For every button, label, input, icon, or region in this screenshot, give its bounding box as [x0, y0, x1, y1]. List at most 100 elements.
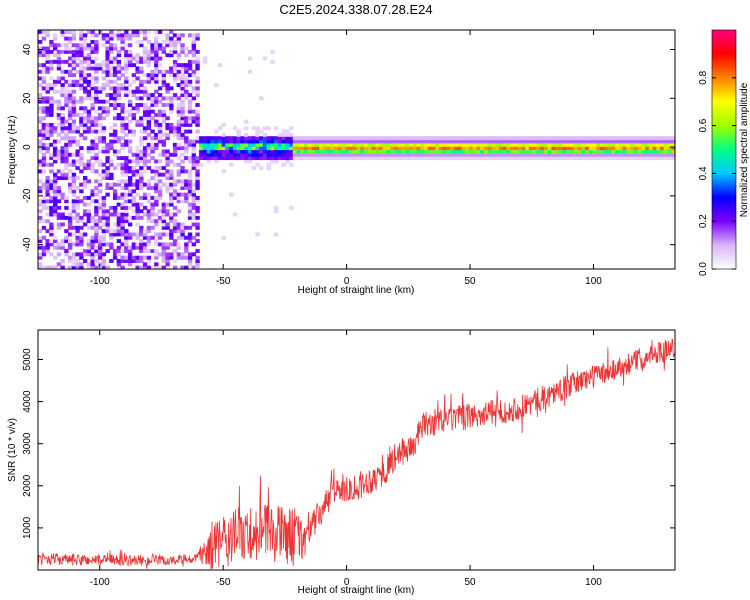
heatmap-cell	[142, 146, 148, 151]
heatmap-cell	[367, 152, 373, 157]
heatmap-cell	[270, 139, 275, 144]
heatmap-cell	[60, 49, 65, 54]
heatmap-cell	[56, 63, 62, 68]
heatmap-cell	[146, 255, 152, 260]
heatmap-cell	[60, 43, 65, 48]
heatmap-cell	[45, 129, 50, 134]
heatmap-cell	[120, 249, 125, 253]
heatmap-cell	[49, 242, 54, 247]
heatmap-cell	[566, 149, 571, 154]
heatmap-cell	[109, 86, 114, 91]
heatmap-cell	[270, 152, 275, 157]
heatmap-cell	[172, 49, 178, 54]
heatmap-cell	[652, 152, 657, 157]
heatmap-cell	[304, 146, 309, 151]
heatmap-cell	[375, 136, 380, 141]
heatmap-cell	[86, 146, 92, 151]
heatmap-cell	[154, 53, 159, 58]
heatmap-cell	[49, 222, 54, 227]
heatmap-cell	[491, 156, 496, 161]
heatmap-cell	[150, 129, 155, 134]
heatmap-cell	[191, 119, 196, 124]
heatmap-cell	[184, 265, 189, 270]
heatmap-cell	[139, 142, 144, 147]
heatmap-cell	[671, 142, 676, 147]
heatmap-cell	[247, 152, 253, 157]
y-tick-label: 2000	[22, 474, 33, 497]
heatmap-cell	[64, 96, 69, 101]
heatmap-cell	[352, 156, 358, 161]
heatmap-cell	[135, 33, 140, 38]
heatmap-cell	[315, 146, 320, 151]
heatmap-cell	[345, 139, 350, 144]
heatmap-cell	[187, 252, 193, 257]
heatmap-cell	[210, 152, 215, 157]
heatmap-cell	[202, 156, 208, 161]
heatmap-cell	[49, 252, 54, 257]
heatmap-cell	[135, 212, 140, 217]
heatmap-cell	[142, 129, 148, 134]
heatmap-cell	[146, 215, 152, 220]
heatmap-cell	[64, 46, 69, 51]
heatmap-cell	[319, 139, 324, 144]
heatmap-cell	[202, 152, 208, 157]
heatmap-cell	[38, 63, 43, 68]
heatmap-cell	[49, 225, 54, 230]
heatmap-cell	[637, 156, 642, 161]
heatmap-cell	[217, 156, 223, 161]
heatmap-cell	[56, 176, 62, 180]
heatmap-cell	[52, 235, 58, 240]
heatmap-cell	[79, 132, 84, 137]
heatmap-cell	[67, 122, 73, 127]
heatmap-cell	[663, 149, 669, 154]
heatmap-cell	[172, 265, 178, 270]
heatmap-cell	[615, 146, 620, 151]
heatmap-cell	[105, 176, 110, 180]
heatmap-cell	[184, 79, 189, 84]
heatmap-cell	[622, 156, 627, 161]
heatmap-cell	[139, 186, 144, 190]
heatmap-cell	[180, 182, 185, 187]
heatmap-cell	[101, 169, 107, 174]
heatmap-cell	[139, 69, 144, 74]
heatmap-cell	[622, 139, 627, 144]
heatmap-cell	[94, 232, 99, 237]
heatmap-cell	[180, 73, 185, 78]
heatmap-cell	[157, 195, 163, 200]
heatmap-cell	[49, 142, 54, 147]
heatmap-cell	[41, 49, 47, 54]
heatmap-cell	[172, 152, 178, 157]
heatmap-cell	[195, 63, 200, 68]
heatmap-cell	[135, 222, 140, 227]
heatmap-cell	[79, 119, 84, 124]
heatmap-cell	[67, 176, 73, 180]
heatmap-cell	[105, 83, 110, 88]
heatmap-cell	[64, 93, 69, 97]
heatmap-cell	[124, 122, 129, 127]
heatmap-cell	[161, 166, 166, 171]
heatmap-cell	[71, 112, 77, 117]
heatmap-cell	[120, 205, 125, 210]
heatmap-cell	[513, 142, 519, 147]
heatmap-cell	[90, 245, 95, 250]
heatmap-cell	[289, 126, 294, 131]
heatmap-cell	[82, 166, 88, 171]
heatmap-cell	[397, 152, 403, 157]
heatmap-cell	[510, 146, 515, 151]
heatmap-cell	[101, 33, 107, 38]
heatmap-cell	[184, 93, 189, 97]
heatmap-cell	[322, 149, 328, 154]
heatmap-cell	[438, 156, 444, 161]
heatmap-cell	[142, 255, 148, 260]
heatmap-cell	[124, 69, 129, 74]
heatmap-cell	[408, 152, 414, 157]
heatmap-cell	[71, 33, 77, 38]
heatmap-cell	[187, 139, 193, 144]
heatmap-cell	[214, 156, 219, 161]
heatmap-cell	[52, 99, 58, 104]
heatmap-cell	[146, 239, 152, 244]
heatmap-cell	[371, 156, 376, 161]
heatmap-cell	[663, 136, 669, 141]
